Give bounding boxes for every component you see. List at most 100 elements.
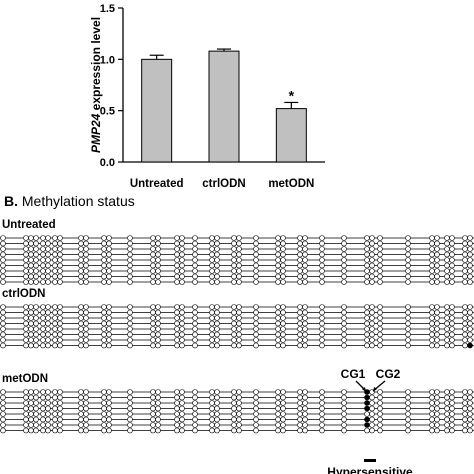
- unmethylated-cpg: [155, 342, 161, 349]
- unmethylated-cpg: [192, 405, 198, 412]
- unmethylated-cpg: [33, 389, 39, 395]
- unmethylated-cpg: [319, 304, 325, 310]
- unmethylated-cpg: [28, 268, 34, 274]
- unmethylated-cpg: [40, 394, 46, 401]
- unmethylated-cpg: [174, 246, 180, 252]
- unmethylated-cpg: [83, 416, 89, 423]
- unmethylated-cpg: [209, 320, 215, 327]
- unmethylated-cpg: [444, 315, 450, 321]
- unmethylated-cpg: [101, 315, 107, 321]
- unmethylated-cpg: [462, 405, 468, 412]
- unmethylated-cpg: [231, 326, 237, 332]
- unmethylated-cpg: [106, 304, 112, 310]
- unmethylated-cpg: [302, 411, 308, 417]
- unmethylated-cpg: [209, 315, 215, 321]
- unmethylated-cpg: [253, 331, 259, 338]
- unmethylated-cpg: [45, 251, 51, 258]
- unmethylated-cpg: [319, 416, 325, 423]
- unmethylated-cpg: [33, 326, 39, 332]
- unmethylated-cpg: [253, 320, 259, 327]
- unmethylated-cpg: [52, 405, 58, 412]
- unmethylated-cpg: [23, 257, 29, 263]
- unmethylated-cpg: [377, 251, 383, 258]
- unmethylated-cpg: [444, 320, 450, 327]
- unmethylated-cpg: [236, 389, 242, 395]
- unmethylated-cpg: [297, 320, 303, 327]
- unmethylated-cpg: [209, 235, 215, 241]
- unmethylated-cpg: [33, 315, 39, 321]
- unmethylated-cpg: [275, 389, 281, 395]
- unmethylated-cpg: [209, 273, 215, 280]
- unmethylated-cpg: [214, 320, 220, 327]
- unmethylated-cpg: [364, 279, 370, 285]
- unmethylated-cpg: [369, 309, 375, 316]
- unmethylated-cpg: [467, 320, 473, 327]
- unmethylated-cpg: [467, 331, 473, 338]
- unmethylated-cpg: [83, 268, 89, 274]
- unmethylated-cpg: [236, 315, 242, 321]
- unmethylated-cpg: [45, 273, 51, 280]
- cg2-label: CG2: [376, 367, 401, 381]
- unmethylated-cpg: [106, 251, 112, 258]
- unmethylated-cpg: [83, 279, 89, 285]
- unmethylated-cpg: [0, 309, 6, 316]
- unmethylated-cpg: [78, 337, 84, 343]
- unmethylated-cpg: [462, 251, 468, 258]
- unmethylated-cpg: [449, 309, 455, 316]
- unmethylated-cpg: [444, 331, 450, 338]
- unmethylated-cpg: [434, 320, 440, 327]
- unmethylated-cpg: [449, 320, 455, 327]
- unmethylated-cpg: [302, 331, 308, 338]
- unmethylated-cpg: [179, 235, 185, 241]
- unmethylated-cpg: [302, 309, 308, 316]
- unmethylated-cpg: [462, 400, 468, 406]
- unmethylated-cpg: [280, 400, 286, 406]
- unmethylated-cpg: [40, 257, 46, 263]
- unmethylated-cpg: [449, 342, 455, 349]
- unmethylated-cpg: [155, 416, 161, 423]
- unmethylated-cpg: [377, 326, 383, 332]
- unmethylated-cpg: [253, 235, 259, 241]
- unmethylated-cpg: [150, 337, 156, 343]
- unmethylated-cpg: [429, 342, 435, 349]
- unmethylated-cpg: [341, 315, 347, 321]
- unmethylated-cpg: [341, 257, 347, 263]
- unmethylated-cpg: [106, 262, 112, 269]
- unmethylated-cpg: [280, 279, 286, 285]
- unmethylated-cpg: [444, 394, 450, 401]
- unmethylated-cpg: [179, 411, 185, 417]
- unmethylated-cpg: [369, 411, 375, 417]
- unmethylated-cpg: [174, 304, 180, 310]
- unmethylated-cpg: [52, 394, 58, 401]
- unmethylated-cpg: [369, 262, 375, 269]
- unmethylated-cpg: [179, 257, 185, 263]
- unmethylated-cpg: [40, 235, 46, 241]
- unmethylated-cpg: [192, 394, 198, 401]
- unmethylated-cpg: [150, 394, 156, 401]
- unmethylated-cpg: [319, 240, 325, 247]
- unmethylated-cpg: [33, 257, 39, 263]
- unmethylated-cpg: [214, 337, 220, 343]
- unmethylated-cpg: [302, 389, 308, 395]
- unmethylated-cpg: [23, 326, 29, 332]
- unmethylated-cpg: [444, 262, 450, 269]
- unmethylated-cpg: [174, 268, 180, 274]
- unmethylated-cpg: [179, 246, 185, 252]
- unmethylated-cpg: [405, 251, 411, 258]
- unmethylated-cpg: [405, 304, 411, 310]
- methylation-group-metODN: metODN: [0, 373, 474, 434]
- unmethylated-cpg: [405, 422, 411, 428]
- unmethylated-cpg: [236, 411, 242, 417]
- unmethylated-cpg: [364, 411, 370, 417]
- unmethylated-cpg: [45, 326, 51, 332]
- unmethylated-cpg: [434, 262, 440, 269]
- unmethylated-cpg: [377, 337, 383, 343]
- unmethylated-cpg: [83, 326, 89, 332]
- unmethylated-cpg: [214, 427, 220, 434]
- unmethylated-cpg: [405, 342, 411, 349]
- unmethylated-cpg: [127, 279, 133, 285]
- unmethylated-cpg: [45, 246, 51, 252]
- unmethylated-cpg: [78, 427, 84, 434]
- unmethylated-cpg: [179, 262, 185, 269]
- unmethylated-cpg: [275, 262, 281, 269]
